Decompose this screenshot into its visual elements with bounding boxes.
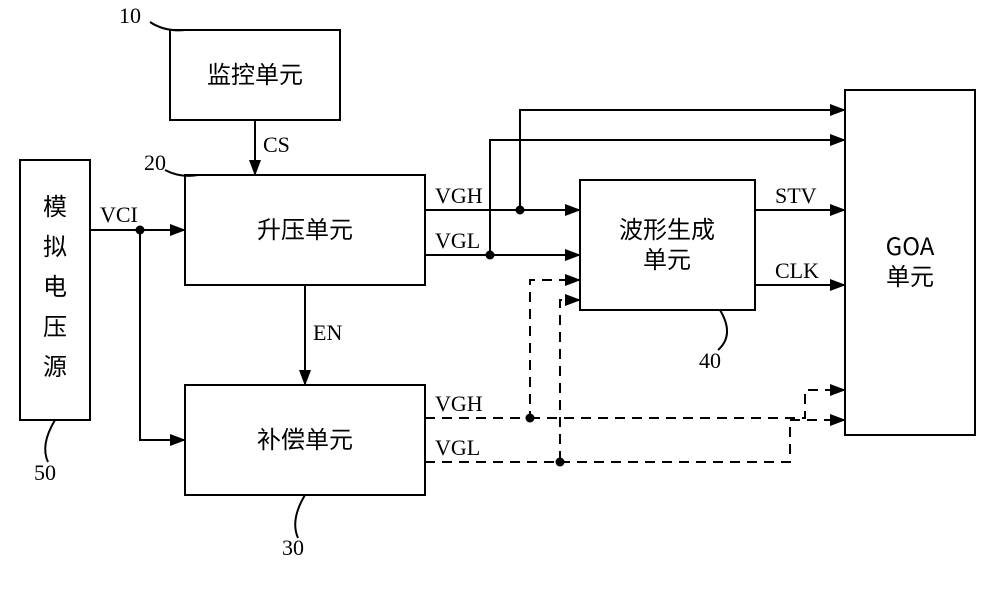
ref-40: 40: [699, 348, 721, 373]
label-cs: CS: [263, 132, 290, 157]
label-vgl1: VGL: [435, 228, 480, 253]
edge-comp-goa1: [530, 390, 845, 418]
junction-dot: [136, 226, 145, 235]
node-monitor: 监控单元 10: [119, 3, 340, 120]
label-vci: VCI: [100, 202, 138, 227]
label-vgh2: VGH: [435, 391, 483, 416]
svg-text:拟: 拟: [43, 227, 67, 262]
svg-text:模: 模: [43, 187, 67, 222]
diagram-canvas: 监控单元 10 模 拟 电 压 源 50 升压单元 20 补偿单元 30 波形生…: [0, 0, 1000, 607]
svg-text:单元: 单元: [886, 257, 934, 292]
svg-text:单元: 单元: [643, 240, 691, 275]
ref-10: 10: [119, 3, 141, 28]
edge-comp-goa2: [560, 420, 845, 462]
label-vgh1: VGH: [435, 183, 483, 208]
ref-50: 50: [34, 460, 56, 485]
node-waveform: 波形生成 单元 40: [580, 180, 755, 373]
junction-dot: [526, 414, 535, 423]
comp-label: 补偿单元: [257, 420, 353, 455]
node-goa: GOA 单元: [845, 90, 975, 435]
junction-dot: [516, 206, 525, 215]
svg-text:压: 压: [43, 307, 67, 342]
node-compensation: 补偿单元 30: [185, 385, 425, 560]
ref-20: 20: [144, 150, 166, 175]
label-vgl2: VGL: [435, 435, 480, 460]
ref-30: 30: [282, 535, 304, 560]
label-stv: STV: [775, 183, 817, 208]
svg-text:源: 源: [43, 347, 67, 382]
junction-dot: [556, 458, 565, 467]
monitor-label: 监控单元: [207, 55, 303, 90]
node-boost: 升压单元 20: [144, 150, 425, 285]
node-analog-source: 模 拟 电 压 源 50: [20, 160, 90, 485]
edge-vci-comp: [140, 230, 185, 440]
boost-label: 升压单元: [257, 210, 353, 245]
label-clk: CLK: [775, 258, 819, 283]
junction-dot: [486, 251, 495, 260]
svg-text:电: 电: [43, 267, 67, 302]
label-en: EN: [313, 320, 342, 345]
